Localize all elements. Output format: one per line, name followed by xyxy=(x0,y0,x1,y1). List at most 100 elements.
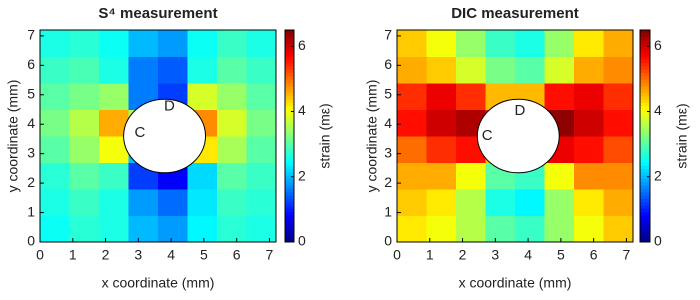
colorbar-step xyxy=(640,139,650,144)
colorbar-step xyxy=(640,116,650,120)
heat-cell xyxy=(69,56,100,84)
colorbar-step xyxy=(640,102,650,107)
colorbar-step xyxy=(640,169,650,173)
heat-cell xyxy=(544,56,575,84)
y-tick-label: 5 xyxy=(384,85,392,101)
heat-cell xyxy=(456,30,486,57)
colorbar-step xyxy=(285,136,294,140)
colorbar-step xyxy=(285,116,294,120)
colorbar-step xyxy=(640,195,650,200)
colorbar-step xyxy=(285,83,294,87)
heat-cell xyxy=(574,136,604,163)
colorbar-step xyxy=(285,96,294,101)
heat-cell xyxy=(246,109,277,137)
heat-cell xyxy=(246,189,277,216)
plot-frame xyxy=(396,29,634,243)
heat-cell xyxy=(69,109,100,137)
heat-cell xyxy=(187,30,218,57)
y-tick-label: 4 xyxy=(384,115,392,131)
hole xyxy=(476,98,560,174)
colorbar-step xyxy=(285,102,294,107)
colorbar-step xyxy=(640,69,650,74)
heat-cell xyxy=(246,30,277,57)
colorbar-step xyxy=(640,112,650,117)
heat-cell xyxy=(485,30,516,57)
colorbar-step xyxy=(285,162,294,167)
x-tick-label: 0 xyxy=(393,247,401,263)
heat-cell xyxy=(603,215,634,243)
colorbar-step xyxy=(640,122,650,127)
heat-cell xyxy=(99,56,129,84)
colorbar-step xyxy=(285,46,294,51)
heat-cell xyxy=(40,189,70,216)
heat-cell xyxy=(187,162,218,190)
y-tick-label: 3 xyxy=(27,144,35,160)
colorbar-step xyxy=(640,238,650,243)
colorbar-step xyxy=(285,86,294,91)
heat-cell xyxy=(40,215,70,243)
colorbar-frame xyxy=(639,29,651,243)
x-tick-label: 6 xyxy=(590,247,598,263)
colorbar-step xyxy=(640,43,650,48)
colorbar-step xyxy=(285,165,294,170)
heat-cell xyxy=(485,56,516,84)
colorbar-step xyxy=(285,145,294,150)
colorbar-tick-label: 4 xyxy=(298,102,306,118)
heat-cell xyxy=(69,83,100,110)
annotation: C xyxy=(135,124,146,141)
heat-cell xyxy=(574,109,604,137)
colorbar-step xyxy=(285,198,294,203)
colorbar-step xyxy=(285,235,294,240)
heat-cell xyxy=(246,83,277,110)
chart-title: S⁴ measurement xyxy=(98,5,217,22)
x-tick-label: 6 xyxy=(233,247,241,263)
x-tick-label: 5 xyxy=(200,247,208,263)
x-tick-label: 5 xyxy=(557,247,565,263)
colorbar-step xyxy=(640,79,650,84)
colorbar-step xyxy=(285,69,294,74)
colorbar-tick-label: 6 xyxy=(654,37,662,53)
colorbar-step xyxy=(285,208,294,213)
colorbar-step xyxy=(285,92,294,97)
heat-cell xyxy=(456,189,486,216)
colorbar-step xyxy=(640,182,650,187)
y-tick-label: 6 xyxy=(27,56,35,72)
colorbar-step xyxy=(285,66,294,71)
heat-cell xyxy=(128,30,159,57)
heat-cell xyxy=(456,162,486,190)
colorbar-step xyxy=(640,192,650,197)
colorbar-step xyxy=(285,142,294,147)
colorbar-step xyxy=(285,132,294,137)
heat-cell xyxy=(456,56,486,84)
heat-cell xyxy=(99,83,129,110)
colorbar-step xyxy=(285,109,294,114)
colorbar-step xyxy=(640,39,650,44)
colorbar-step xyxy=(285,36,294,41)
heat-cell xyxy=(217,30,247,57)
colorbar-step xyxy=(640,142,650,147)
heat-cell xyxy=(397,30,427,57)
x-tick-label: 4 xyxy=(167,247,175,263)
heat-cell xyxy=(69,136,100,163)
colorbar-step xyxy=(640,119,650,124)
colorbar-tick-label: 0 xyxy=(298,233,306,249)
heat-cell xyxy=(426,83,457,110)
heat-cell xyxy=(397,162,427,190)
colorbar-step xyxy=(640,33,650,38)
heat-cell xyxy=(187,83,218,110)
colorbar-step xyxy=(640,66,650,71)
heat-cell xyxy=(217,189,247,216)
heat-cell xyxy=(397,215,427,243)
y-tick-label: 0 xyxy=(27,233,35,249)
colorbar-step xyxy=(285,169,294,173)
colorbar-step xyxy=(285,149,294,154)
heat-cell xyxy=(426,136,457,163)
heat-cell xyxy=(426,162,457,190)
colorbar-step xyxy=(285,192,294,197)
colorbar-step xyxy=(640,205,650,210)
plot-frame xyxy=(39,29,277,243)
colorbar-step xyxy=(640,175,650,180)
y-tick-label: 1 xyxy=(384,203,392,219)
colorbar-step xyxy=(640,212,650,216)
colorbar-step xyxy=(285,53,294,57)
